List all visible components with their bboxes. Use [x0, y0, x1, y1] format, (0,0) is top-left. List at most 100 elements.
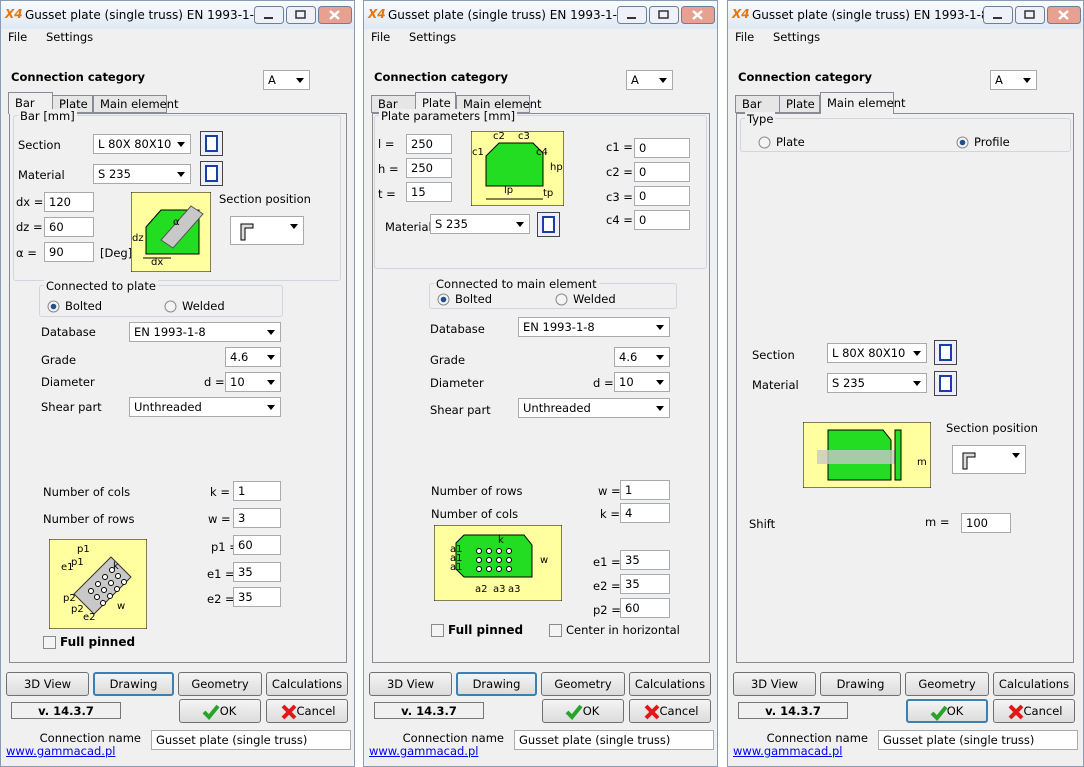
text-input[interactable]: 1 [620, 480, 670, 500]
tab[interactable]: Bar [735, 95, 780, 113]
text-input[interactable]: 0 [634, 162, 690, 182]
dropdown[interactable]: L 80X 80X10 [93, 134, 191, 154]
text-input[interactable]: 35 [233, 587, 281, 607]
tab[interactable]: Main element [456, 95, 542, 113]
connection-name-input[interactable]: Gusset plate (single truss) [151, 730, 351, 750]
text-input[interactable]: 35 [233, 562, 281, 582]
cancel-button[interactable]: Cancel [629, 699, 711, 723]
text-input[interactable]: 0 [634, 138, 690, 158]
menu-item[interactable]: File [735, 30, 755, 44]
tab[interactable]: Bar [8, 92, 53, 114]
dropdown[interactable]: EN 1993-1-8 [518, 317, 670, 337]
toolbar-button[interactable]: 3D View [6, 672, 89, 696]
text-input[interactable]: 250 [406, 158, 452, 178]
radio-button[interactable] [164, 300, 177, 313]
radio-label: Welded [573, 292, 616, 306]
connection-name-input[interactable]: Gusset plate (single truss) [514, 730, 714, 750]
text-input[interactable]: 35 [620, 550, 670, 570]
text-input[interactable]: 60 [44, 217, 94, 237]
menu-item[interactable]: Settings [773, 30, 821, 44]
toolbar-button[interactable]: Calculations [629, 672, 711, 696]
maximize-button [286, 6, 316, 24]
text-input[interactable]: 120 [44, 192, 94, 212]
dropdown[interactable]: 10 [614, 372, 670, 392]
ok-icon [930, 705, 948, 721]
text-input[interactable]: 60 [620, 598, 670, 618]
radio-button[interactable] [956, 136, 969, 149]
category-dropdown[interactable]: A [626, 70, 673, 90]
checkbox[interactable] [431, 624, 444, 637]
text-input[interactable]: 35 [620, 574, 670, 594]
radio-button[interactable] [555, 293, 568, 306]
figure-label: w [117, 601, 126, 612]
label: α = [16, 246, 37, 260]
radio-label: Bolted [455, 292, 493, 306]
dropdown[interactable]: S 235 [430, 214, 530, 234]
toolbar-button[interactable]: Geometry [178, 672, 262, 696]
version: v. 14.3.7 [738, 702, 848, 719]
toolbar-button[interactable]: Calculations [266, 672, 348, 696]
icon-button [537, 212, 560, 237]
text-input[interactable]: 4 [620, 503, 670, 523]
menu-item[interactable]: File [8, 30, 28, 44]
text-input[interactable]: 15 [406, 182, 452, 202]
figure-label: tp [543, 188, 554, 199]
tab[interactable]: Bar [371, 95, 416, 113]
connection-name-input[interactable]: Gusset plate (single truss) [878, 730, 1078, 750]
menu-item[interactable]: File [371, 30, 391, 44]
ok-button[interactable]: OK [542, 699, 624, 723]
window-title: Gusset plate (single truss) EN 1993-1-8 [752, 8, 989, 22]
toolbar-button[interactable]: Drawing [93, 672, 174, 696]
text-input[interactable]: 100 [961, 513, 1011, 533]
website-link[interactable]: www.gammacad.pl [733, 744, 843, 758]
toolbar-button[interactable]: Calculations [993, 672, 1075, 696]
toolbar-button[interactable]: 3D View [733, 672, 816, 696]
radio-button[interactable] [47, 300, 60, 313]
text-input[interactable]: 0 [634, 210, 690, 230]
dropdown[interactable]: EN 1993-1-8 [129, 322, 281, 342]
text-input[interactable]: 90 [44, 242, 94, 262]
section-position-dropdown[interactable] [230, 216, 304, 245]
toolbar-button[interactable]: Geometry [905, 672, 989, 696]
dropdown[interactable]: Unthreaded [129, 397, 281, 417]
category-dropdown[interactable]: A [263, 70, 310, 90]
website-link[interactable]: www.gammacad.pl [369, 744, 479, 758]
dropdown[interactable]: S 235 [93, 164, 191, 184]
toolbar-button[interactable]: Geometry [541, 672, 625, 696]
text-input[interactable]: 250 [406, 134, 452, 154]
checkbox[interactable] [43, 636, 56, 649]
text-input[interactable]: 3 [233, 508, 281, 528]
toolbar-button[interactable]: Drawing [820, 672, 901, 696]
tab[interactable]: Main element [820, 92, 906, 114]
label: p2 = [593, 603, 621, 617]
text-input[interactable]: 0 [634, 186, 690, 206]
ok-button[interactable]: OK [906, 699, 988, 723]
cancel-button[interactable]: Cancel [266, 699, 348, 723]
radio-button[interactable] [437, 293, 450, 306]
dropdown[interactable]: Unthreaded [518, 398, 670, 418]
website-link[interactable]: www.gammacad.pl [6, 744, 116, 758]
dropdown[interactable]: 10 [225, 372, 281, 392]
ok-button[interactable]: OK [179, 699, 261, 723]
menu-item[interactable]: Settings [409, 30, 457, 44]
dropdown[interactable]: 4.6 [225, 347, 281, 367]
text-input[interactable]: 60 [233, 535, 281, 555]
toolbar-button[interactable]: 3D View [369, 672, 452, 696]
label: e2 = [593, 579, 621, 593]
label: d = [593, 376, 614, 390]
menu-item[interactable]: Settings [46, 30, 94, 44]
dropdown[interactable]: 4.6 [614, 347, 670, 367]
category-dropdown[interactable]: A [990, 70, 1037, 90]
dropdown[interactable]: S 235 [827, 373, 927, 393]
tab[interactable]: Plate [779, 95, 820, 113]
tab[interactable]: Main element [93, 95, 179, 113]
section-position-dropdown[interactable] [952, 445, 1026, 474]
label: Material [385, 220, 432, 234]
radio-button[interactable] [758, 136, 771, 149]
checkbox[interactable] [549, 624, 562, 637]
toolbar-button[interactable]: Drawing [456, 672, 537, 696]
cancel-button[interactable]: Cancel [993, 699, 1075, 723]
dropdown[interactable]: L 80X 80X10 [827, 343, 927, 363]
text-input[interactable]: 1 [233, 481, 281, 501]
tab[interactable]: Plate [415, 92, 456, 114]
